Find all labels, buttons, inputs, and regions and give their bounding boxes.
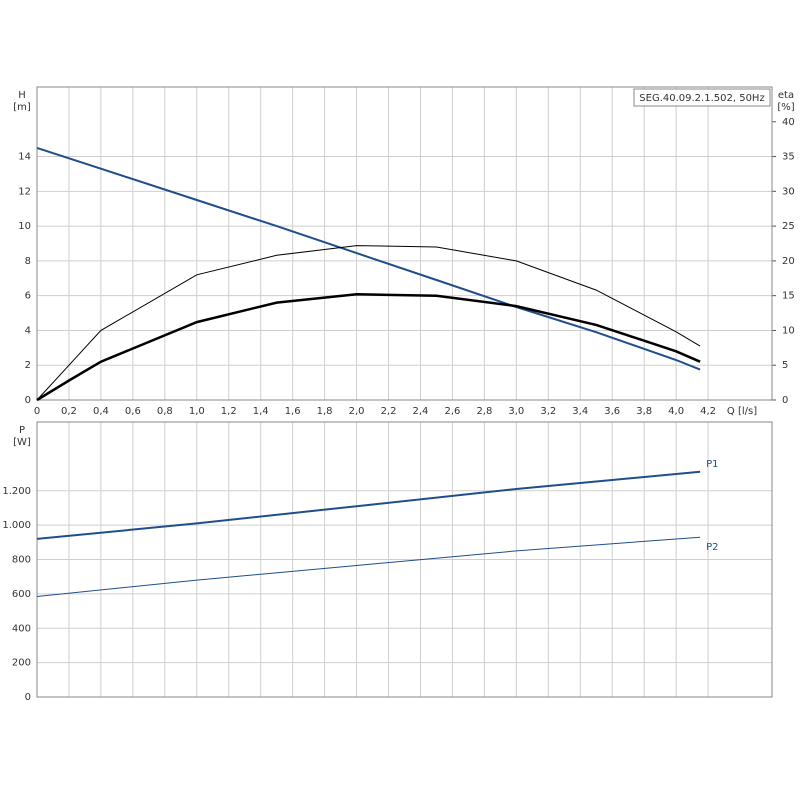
x-tick-label: 2,0: [349, 406, 365, 417]
x-tick-label: 3,0: [508, 406, 524, 417]
x-tick-label: 3,8: [636, 406, 652, 417]
x-tick-label: 1,4: [253, 406, 269, 417]
series-line: [36, 470, 701, 540]
series-line: [36, 536, 701, 597]
series-label: P2: [706, 542, 718, 553]
x-tick-label: 1,8: [317, 406, 333, 417]
series-line: [36, 245, 701, 401]
y-axis-unit: [m]: [13, 102, 31, 113]
x-tick-label: 0: [34, 406, 40, 417]
x-tick-label: 4,0: [668, 406, 684, 417]
x-axis-label: Q [l/s]: [727, 406, 757, 417]
x-tick-label: 1,6: [285, 406, 301, 417]
x-tick-label: 3,6: [604, 406, 620, 417]
y-tick-label: 400: [12, 623, 31, 634]
plot-frame: [36, 421, 773, 698]
y2-axis-label: eta: [778, 90, 794, 101]
y2-tick-label: 25: [782, 221, 795, 232]
y2-tick-label: 0: [782, 395, 788, 406]
y-tick-label: 1.000: [2, 520, 31, 531]
x-tick-label: 4,2: [700, 406, 716, 417]
y2-tick-label: 20: [782, 256, 795, 267]
x-tick-label: 0,4: [93, 406, 109, 417]
x-tick-label: 3,4: [572, 406, 588, 417]
y2-tick-label: 15: [782, 291, 795, 302]
x-tick-label: 2,6: [444, 406, 460, 417]
y-tick-label: 800: [12, 555, 31, 566]
y2-tick-label: 40: [782, 117, 795, 128]
series-line: [36, 146, 701, 371]
y2-tick-label: 10: [782, 325, 795, 336]
y-tick-label: 14: [18, 152, 31, 163]
y-tick-label: 4: [25, 325, 31, 336]
x-tick-label: 1,2: [221, 406, 237, 417]
x-tick-label: 3,2: [540, 406, 556, 417]
legend-box: [633, 88, 771, 107]
x-tick-label: 2,8: [476, 406, 492, 417]
y-tick-label: 200: [12, 658, 31, 669]
y2-tick-label: 30: [782, 186, 795, 197]
x-tick-label: 1,0: [189, 406, 205, 417]
x-tick-label: 2,4: [413, 406, 429, 417]
y-tick-label: 0: [25, 692, 31, 703]
y-tick-label: 10: [18, 221, 31, 232]
plot-frame: [36, 86, 773, 401]
x-tick-label: 2,2: [381, 406, 397, 417]
y-tick-label: 0: [25, 395, 31, 406]
y-axis-label: P: [19, 425, 25, 436]
x-tick-label: 0,8: [157, 406, 173, 417]
y-tick-label: 600: [12, 589, 31, 600]
y-tick-label: 6: [25, 291, 31, 302]
y2-axis-unit: [%]: [777, 102, 794, 113]
y-axis-unit: [W]: [13, 437, 31, 448]
series-line: [36, 293, 701, 402]
y2-tick-label: 5: [782, 360, 788, 371]
y2-tick-label: 35: [782, 152, 795, 163]
y-tick-label: 2: [25, 360, 31, 371]
x-tick-label: 0,6: [125, 406, 141, 417]
y-tick-label: 1.200: [2, 486, 31, 497]
y-tick-label: 12: [18, 186, 31, 197]
x-tick-label: 0,2: [61, 406, 77, 417]
y-tick-label: 8: [25, 256, 31, 267]
y-axis-label: H: [18, 90, 26, 101]
series-label: P1: [706, 459, 718, 470]
legend-title: SEG.40.09.2.1.502, 50Hz: [639, 93, 764, 104]
